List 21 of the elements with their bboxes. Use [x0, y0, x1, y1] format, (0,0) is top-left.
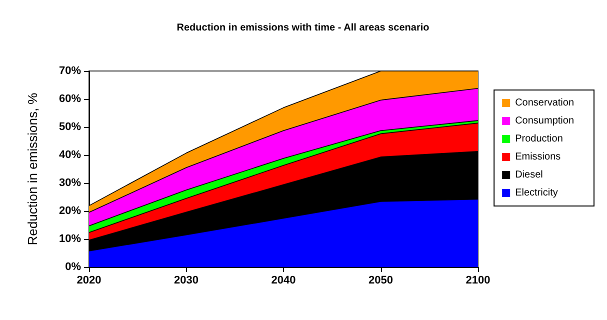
y-tick-label: 70% — [58, 65, 82, 77]
y-tick-label: 30% — [58, 177, 82, 189]
legend-label: Production — [515, 134, 563, 144]
y-tick-label: 50% — [58, 121, 82, 133]
legend-label: Conservation — [515, 98, 574, 108]
legend-label: Consumption — [515, 116, 574, 126]
chart-title: Reduction in emissions with time - All areas scenario — [176, 22, 430, 34]
x-tick-label: 2050 — [368, 274, 393, 286]
y-tick-label: 10% — [58, 233, 82, 245]
legend-label: Emissions — [515, 152, 561, 162]
x-tick-label: 2040 — [271, 274, 296, 286]
legend-label: Diesel — [515, 170, 543, 180]
legend-label: Electricity — [515, 188, 558, 198]
x-tick-label: 2030 — [174, 274, 198, 286]
y-tick-label: 40% — [58, 149, 82, 161]
y-tick-label: 20% — [58, 205, 82, 217]
x-tick-label: 2100 — [466, 274, 490, 286]
y-axis-title: Reduction in emissions, % — [25, 92, 40, 246]
y-tick-label: 0% — [65, 261, 82, 273]
y-tick-label: 60% — [58, 93, 82, 105]
x-tick-label: 2020 — [76, 274, 102, 286]
